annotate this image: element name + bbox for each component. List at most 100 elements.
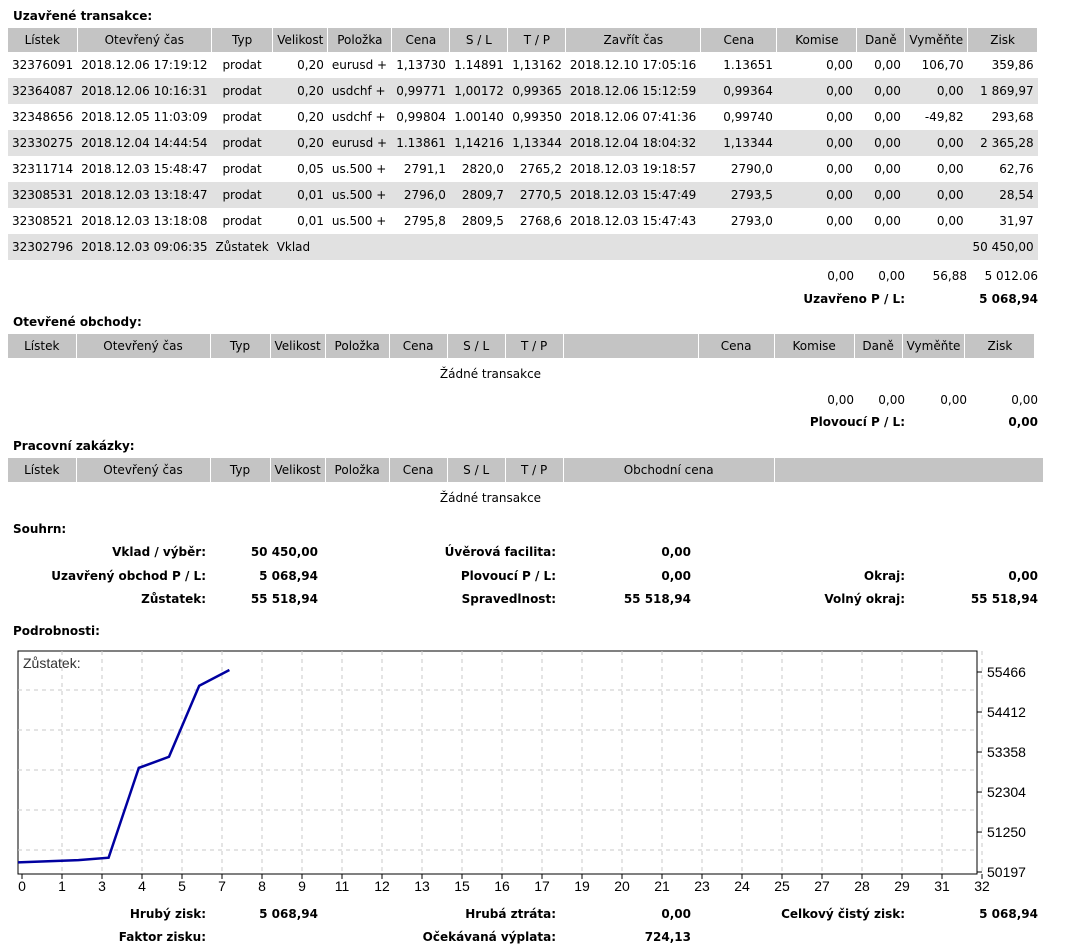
open-header-4: Položka: [325, 334, 390, 358]
summary-deposit-value: 50 450,00: [250, 545, 318, 559]
working-header-5: Cena: [389, 458, 448, 482]
gross-profit-value: 5 068,94: [259, 907, 318, 921]
summary-closed-pl-label: Uzavřený obchod P / L:: [51, 569, 206, 583]
chart-ytick-label: 52304: [987, 784, 1026, 800]
table-cell: 2790,0: [730, 162, 773, 176]
summary-balance-label: Zůstatek:: [141, 592, 206, 606]
chart-xtick-label: 28: [854, 878, 870, 894]
chart-ytick-label: 55466: [987, 664, 1026, 680]
chart-ytick-label: 51250: [987, 824, 1026, 840]
open-header-12: Vyměňte: [902, 334, 966, 358]
open-header-8: [563, 334, 699, 358]
chart-xtick-label: 8: [258, 878, 266, 894]
table-cell: 0,00: [936, 162, 964, 176]
open-total-commission: 0,00: [827, 393, 854, 407]
deposit-cell: Zůstatek: [211, 234, 273, 260]
chart-xtick-label: 4: [138, 878, 146, 894]
chart-xtick-label: 19: [574, 878, 590, 894]
gross-profit-label: Hrubý zisk:: [129, 907, 206, 921]
summary-closed-pl-value: 5 068,94: [259, 569, 318, 583]
table-cell: 0,99365: [507, 78, 566, 104]
working-header-4: Položka: [325, 458, 390, 482]
table-cell: 1,13344: [507, 130, 566, 156]
closed-header-5: Cena: [391, 28, 451, 52]
table-cell: eurusd +: [331, 58, 388, 72]
table-cell: 0,20: [297, 110, 324, 124]
table-row: 32330275 2018.12.04 14:44:54 prodat 0,20 eur…: [8, 130, 1038, 156]
table-cell: prodat: [222, 214, 262, 228]
open-header-9: Cena: [698, 334, 775, 358]
table-cell: 1,00172: [449, 78, 508, 104]
summary-title: Souhrn:: [13, 522, 67, 536]
summary-margin-value: 0,00: [1008, 569, 1038, 583]
table-cell: us.500 +: [331, 214, 387, 228]
table-cell: 62,76: [999, 162, 1034, 176]
table-cell: 1.13861: [391, 130, 450, 156]
summary-credit-value: 0,00: [661, 545, 691, 559]
table-cell: us.500 +: [331, 162, 387, 176]
chart-title: Zůstatek:: [23, 655, 81, 671]
closed-pl-value: 5 068,94: [979, 292, 1038, 306]
table-cell: 2018.12.06 17:19:12: [81, 58, 208, 72]
working-header-9: [774, 458, 1044, 482]
table-row: 32308521 2018.12.03 13:18:08 prodat 0,01 us.…: [8, 208, 1038, 234]
closed-total-commission: 0,00: [827, 269, 854, 283]
table-cell: 0,00: [904, 182, 968, 208]
table-cell: 0,99364: [700, 78, 777, 104]
summary-balance-value: 55 518,94: [250, 592, 318, 606]
table-cell: prodat: [222, 162, 262, 176]
table-cell: 31,97: [999, 214, 1034, 228]
open-header-11: Daně: [854, 334, 903, 358]
table-cell: 359,86: [991, 58, 1034, 72]
table-cell: 0,00: [776, 78, 857, 104]
chart-ytick-label: 53358: [987, 744, 1026, 760]
open-header-5: Cena: [389, 334, 448, 358]
open-header-1: Otevřený čas: [76, 334, 211, 358]
table-cell: usdchf +: [327, 78, 392, 104]
table-cell: 2809,5: [461, 214, 504, 228]
closed-header-0: Lístek: [8, 28, 78, 52]
table-cell: 32308521: [12, 214, 74, 228]
working-header-3: Velikost: [270, 458, 326, 482]
chart-xtick-label: 9: [298, 878, 306, 894]
working-header-row: Lístek Otevřený čas Typ Velikost Položka Cena…: [8, 458, 1044, 482]
working-header-1: Otevřený čas: [76, 458, 211, 482]
table-cell: 0,00: [776, 130, 857, 156]
chart-xtick-label: 1: [58, 878, 66, 894]
table-cell: prodat: [211, 78, 273, 104]
table-cell: 1,14216: [449, 130, 508, 156]
table-cell: 0,00: [874, 162, 901, 176]
table-cell: 0,99350: [512, 110, 562, 124]
open-trades-title: Otevřené obchody:: [13, 315, 142, 329]
table-cell: 2018.12.10 17:05:16: [569, 58, 697, 72]
expected-payoff-value: 724,13: [644, 930, 691, 944]
summary-free-margin-label: Volný okraj:: [824, 592, 905, 606]
working-header-7: T / P: [505, 458, 564, 482]
table-cell: 2795,8: [403, 214, 446, 228]
table-cell: 0,01: [297, 214, 324, 228]
closed-header-3: Velikost: [272, 28, 329, 52]
table-cell: 0,00: [826, 58, 853, 72]
table-cell: 2018.12.03 15:47:49: [565, 182, 701, 208]
table-cell: 0,00: [826, 110, 853, 124]
chart-xtick-label: 31: [934, 878, 950, 894]
chart-xtick-label: 16: [494, 878, 510, 894]
table-cell: us.500 +: [327, 182, 392, 208]
chart-xtick-label: 12: [374, 878, 390, 894]
chart-xtick-label: 7: [218, 878, 226, 894]
expected-payoff-label: Očekávaná výplata:: [422, 930, 556, 944]
chart-xtick-label: 24: [734, 878, 750, 894]
closed-header-1: Otevřený čas: [77, 28, 213, 52]
profit-factor-label: Faktor zisku:: [118, 930, 206, 944]
table-cell: 1,13162: [512, 58, 562, 72]
summary-floating-label: Plovoucí P / L:: [460, 569, 556, 583]
chart-xtick-label: 27: [814, 878, 830, 894]
closed-transactions-title: Uzavřené transakce:: [13, 9, 153, 23]
deposit-row: 32302796 2018.12.03 09:06:35 Zůstatek Vklad…: [8, 234, 1038, 260]
table-cell: 0,00: [874, 110, 901, 124]
closed-header-10: Komise: [776, 28, 858, 52]
table-cell: 1,13344: [700, 130, 777, 156]
chart-xtick-label: 23: [694, 878, 710, 894]
working-empty-text: Žádné transakce: [439, 491, 542, 505]
table-cell: prodat: [211, 182, 273, 208]
